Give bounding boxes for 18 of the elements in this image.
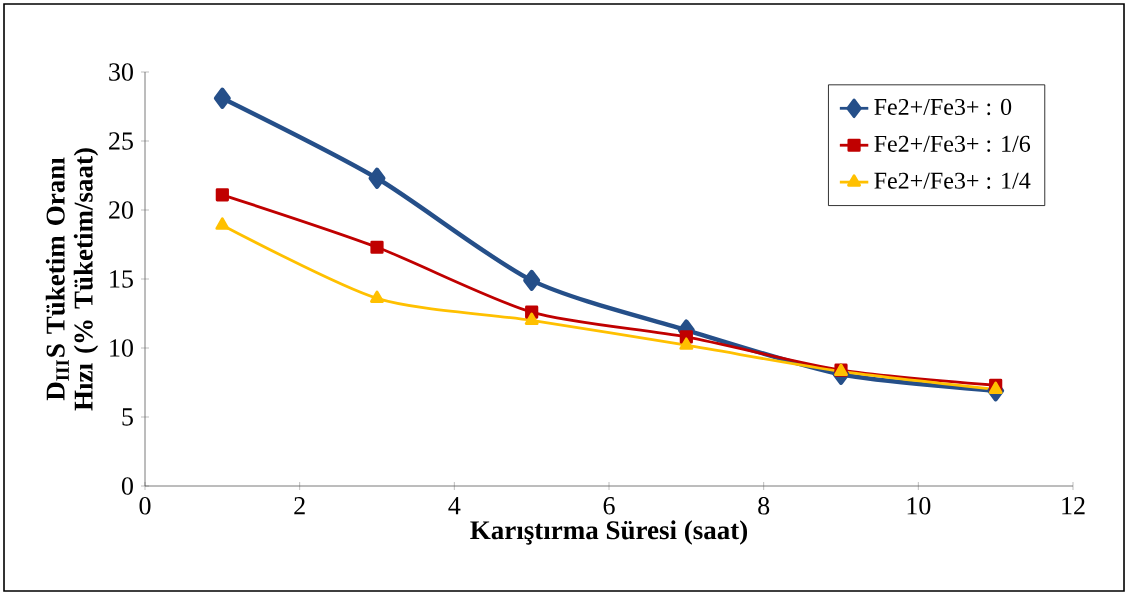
y-tick-label: 30	[109, 63, 133, 81]
y-tick-label: 0	[121, 477, 133, 495]
legend-label: Fe2+/Fe3+ : 1/6	[874, 135, 1031, 153]
x-tick-label: 2	[294, 497, 305, 515]
x-tick-label: 8	[758, 497, 770, 515]
legend-label: Fe2+/Fe3+ : 1/4	[874, 172, 1031, 189]
y-tick-label: 25	[109, 132, 133, 150]
y-tick-label: 10	[110, 339, 133, 357]
y-tick-label: 15	[110, 270, 133, 288]
x-tick-label: 4	[448, 497, 461, 515]
legend-label: Fe2+/Fe3+ : 0	[874, 98, 1012, 116]
x-tick-label: 10	[907, 497, 931, 515]
x-tick-label: 12	[1062, 497, 1085, 515]
y-tick-label: 20	[109, 201, 133, 219]
x-tick-label: 6	[603, 497, 615, 515]
y-tick-label: 5	[122, 408, 133, 426]
x-axis-title: Karıştırma Süresi (saat)	[470, 520, 748, 545]
x-tick-label: 0	[139, 497, 151, 515]
